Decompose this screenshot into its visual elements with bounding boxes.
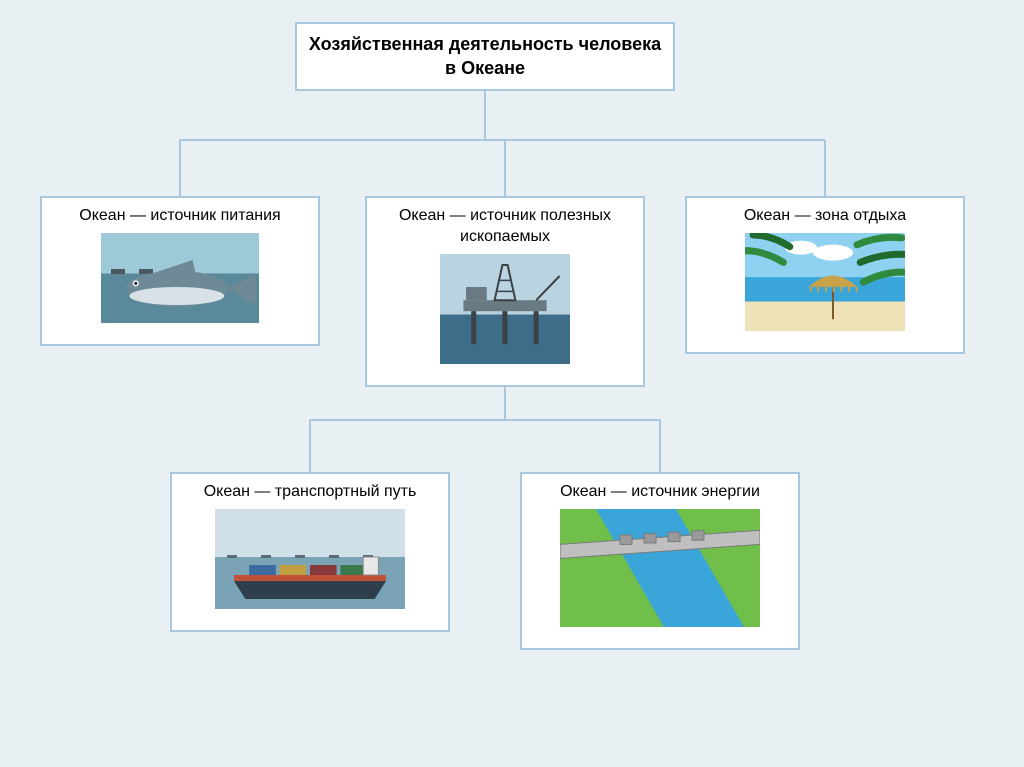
node-rest-label: Океан — зона отдыха bbox=[693, 206, 957, 227]
thumb-rest bbox=[745, 233, 905, 338]
node-energy: Океан — источник энергии bbox=[520, 472, 800, 650]
thumb-energy bbox=[560, 509, 760, 634]
thumb-transport bbox=[215, 509, 405, 616]
node-food: Океан — источник питания bbox=[40, 196, 320, 346]
node-transport: Океан — транспортный путь bbox=[170, 472, 450, 632]
node-minerals-label: Океан — источник полезных ископаемых bbox=[373, 206, 637, 248]
thumb-food bbox=[101, 233, 259, 330]
root-box: Хозяйственная деятельность человека в Ок… bbox=[295, 22, 675, 91]
thumb-minerals bbox=[440, 254, 570, 371]
node-rest: Океан — зона отдыха bbox=[685, 196, 965, 354]
node-transport-label: Океан — транспортный путь bbox=[178, 482, 442, 503]
node-food-label: Океан — источник питания bbox=[48, 206, 312, 227]
node-minerals: Океан — источник полезных ископаемых bbox=[365, 196, 645, 387]
root-title: Хозяйственная деятельность человека в Ок… bbox=[309, 34, 661, 78]
node-energy-label: Океан — источник энергии bbox=[528, 482, 792, 503]
